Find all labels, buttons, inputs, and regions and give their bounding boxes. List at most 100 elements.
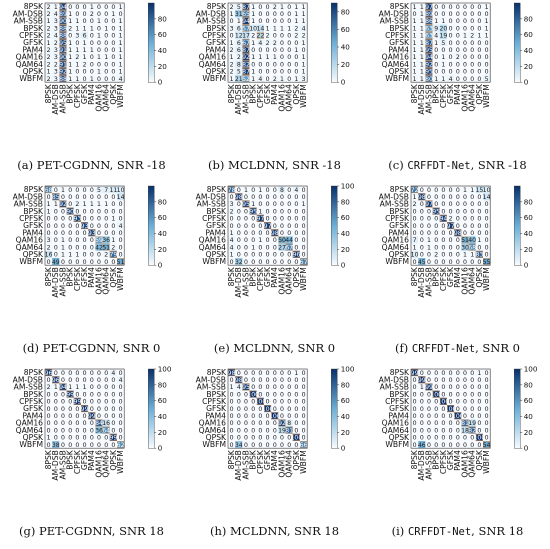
cell-value: 97 [447, 223, 455, 230]
cell-value: 1 [477, 237, 481, 244]
colorbar-tick-label: 100 [341, 183, 355, 191]
cell-value: 0 [456, 406, 460, 413]
x-tick-label: BPSK [66, 266, 75, 287]
matrix-cell [256, 67, 264, 75]
matrix-cell [66, 236, 74, 244]
cell-value: 0 [83, 69, 87, 76]
cell-value: 0 [104, 4, 108, 11]
cell-value: 4 [111, 370, 115, 377]
matrix-cell [264, 383, 272, 391]
matrix-cell [461, 383, 469, 391]
cell-highlight [59, 53, 67, 61]
cell-value: 0 [427, 377, 431, 384]
cell-value: 0 [230, 33, 234, 40]
cell-value: 0 [427, 435, 431, 442]
cell-value: 0 [230, 377, 234, 384]
matrix-cell [235, 186, 243, 194]
cell-value: 0 [61, 413, 65, 420]
cell-value: 0 [90, 244, 94, 251]
cell-value: 0 [273, 406, 277, 413]
matrix-cell [475, 426, 483, 434]
cell-value: 0 [477, 54, 481, 61]
cell-value: 0 [47, 259, 51, 266]
cell-value: 1 [258, 237, 262, 244]
cell-highlight [59, 10, 67, 18]
matrix-cell [468, 39, 476, 47]
matrix-cell [109, 433, 117, 441]
cell-value: 0 [61, 216, 65, 223]
cell-value: 0 [47, 427, 51, 434]
cell-value: 0 [294, 61, 298, 68]
y-tick-label: BPSK [206, 390, 227, 399]
cell-value: 0 [90, 406, 94, 413]
matrix-cell [411, 383, 419, 391]
matrix-cell [278, 10, 286, 18]
cell-value: 1 [420, 40, 424, 47]
matrix-cell [117, 24, 125, 32]
y-tick-label: WBFM [202, 257, 226, 266]
cell-value: 1 [97, 18, 101, 25]
x-tick-label: BPSK [66, 83, 75, 104]
y-tick-label: GFSK [206, 404, 227, 413]
cell-value: 2 [294, 33, 298, 40]
cell-value: 0 [244, 244, 248, 251]
matrix-cell [228, 243, 236, 251]
matrix-cell [117, 193, 125, 201]
cell-value: 1 [280, 4, 284, 11]
y-tick-label: BPSK [389, 390, 410, 399]
cell-value: 1 [75, 252, 79, 259]
cell-value: 0 [456, 33, 460, 40]
cell-value: 0 [456, 384, 460, 391]
matrix-cell [95, 236, 103, 244]
matrix-cell [483, 214, 491, 222]
matrix-cell [45, 243, 53, 251]
matrix-cell [411, 376, 419, 384]
cell-value: 1 [230, 40, 234, 47]
cell-value: 2 [230, 69, 234, 76]
cell-value: 0 [119, 230, 123, 237]
cell-value: 99 [411, 370, 419, 377]
matrix-cell [475, 412, 483, 420]
matrix-cell [264, 3, 272, 11]
cell-value: 36 [95, 427, 103, 434]
cell-value: 19 [439, 33, 447, 40]
matrix-cell [454, 369, 462, 377]
matrix-cell [256, 383, 264, 391]
cell-value: 0 [420, 399, 424, 406]
cell-value: 0 [427, 252, 431, 259]
cell-value: 0 [463, 223, 467, 230]
cell-value: 34 [235, 442, 243, 449]
y-tick-label: QAM16 [382, 53, 410, 62]
cell-value: 0 [477, 230, 481, 237]
y-tick-label: PAM4 [388, 228, 409, 237]
matrix-cell [454, 236, 462, 244]
confusion-matrix-chart: 8PSKAM-DSBAM-SSBBPSKCPFSKGFSKPAM4QAM16QA… [13, 2, 168, 114]
cell-value: 1 [61, 252, 65, 259]
matrix-cell [109, 369, 117, 377]
matrix-cell [292, 17, 300, 25]
matrix-cell [418, 207, 426, 215]
colorbar-tick-label: 20 [341, 245, 351, 254]
matrix-cell [242, 243, 250, 251]
cell-value: 0 [420, 216, 424, 223]
matrix-cell [454, 214, 462, 222]
confusion-matrix-chart: 8PSKAM-DSBAM-SSBBPSKCPFSKGFSKPAM4QAM16QA… [379, 2, 534, 114]
cell-value: 0 [266, 208, 270, 215]
matrix-cell [468, 24, 476, 32]
confusion-panel: 8PSK AM-DSB AM-SSB BPSK CPFSK GFSK PAM4 QAM16 QA… [183, 183, 366, 366]
cell-value: 90 [59, 54, 67, 61]
matrix-cell [66, 31, 74, 39]
matrix-cell [447, 258, 455, 266]
cell-value: 0 [456, 4, 460, 11]
matrix-cell [228, 214, 236, 222]
matrix-cell [454, 383, 462, 391]
matrix-cell [242, 405, 250, 413]
cell-value: 0 [111, 61, 115, 68]
x-tick-label: QAM64 [468, 450, 477, 478]
cell-value: 0 [90, 427, 94, 434]
matrix-cell [52, 193, 60, 201]
matrix-cell [66, 17, 74, 25]
y-tick-label: QPSK [23, 67, 44, 76]
matrix-cell [59, 207, 67, 215]
cell-highlight [292, 250, 300, 258]
